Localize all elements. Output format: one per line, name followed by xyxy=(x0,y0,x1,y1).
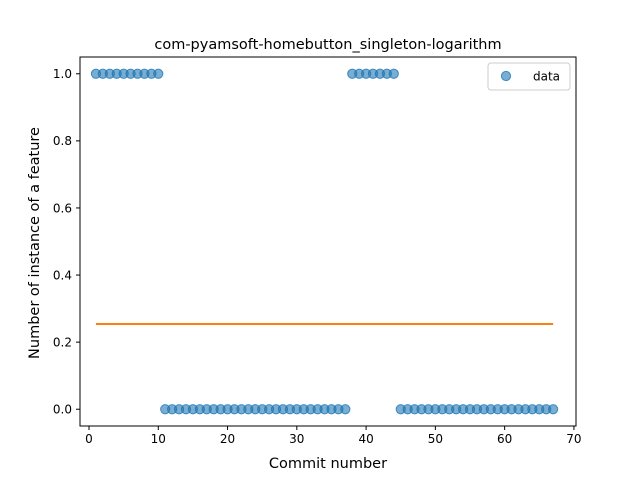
y-tick-label: 0.4 xyxy=(53,268,72,282)
data-point xyxy=(340,404,351,415)
plot-area xyxy=(90,68,559,415)
chart-title: com-pyamsoft-homebutton_singleton-logari… xyxy=(154,37,501,53)
legend-marker xyxy=(500,70,512,82)
x-tick-label: 50 xyxy=(428,432,443,446)
legend-label-data: data xyxy=(533,70,560,84)
axes-frame xyxy=(79,56,577,427)
x-tick-label: 70 xyxy=(566,432,581,446)
legend: data xyxy=(487,62,571,91)
x-tick-label: 0 xyxy=(85,432,93,446)
x-axis-label: Commit number xyxy=(269,456,387,472)
data-point xyxy=(153,68,164,79)
x-tick-label: 40 xyxy=(358,432,373,446)
x-tick-label: 10 xyxy=(151,432,166,446)
data-point xyxy=(388,68,399,79)
y-axis-label: Number of instance of a feature xyxy=(27,127,43,359)
y-tick-label: 0.2 xyxy=(53,335,72,349)
y-tick-label: 0.8 xyxy=(53,134,72,148)
legend-frame xyxy=(487,62,571,91)
y-tick-label: 1.0 xyxy=(53,67,72,81)
axes: 0 10 20 30 40 50 60 70 0.0 0.2 0.4 0.6 0.8 1.0 xyxy=(53,56,582,446)
x-tick-label: 60 xyxy=(497,432,512,446)
x-tick-label: 30 xyxy=(289,432,304,446)
y-tick-label: 0.6 xyxy=(53,201,72,215)
data-point xyxy=(548,404,559,415)
y-tick-label: 0.0 xyxy=(53,403,72,417)
x-tick-label: 20 xyxy=(220,432,235,446)
